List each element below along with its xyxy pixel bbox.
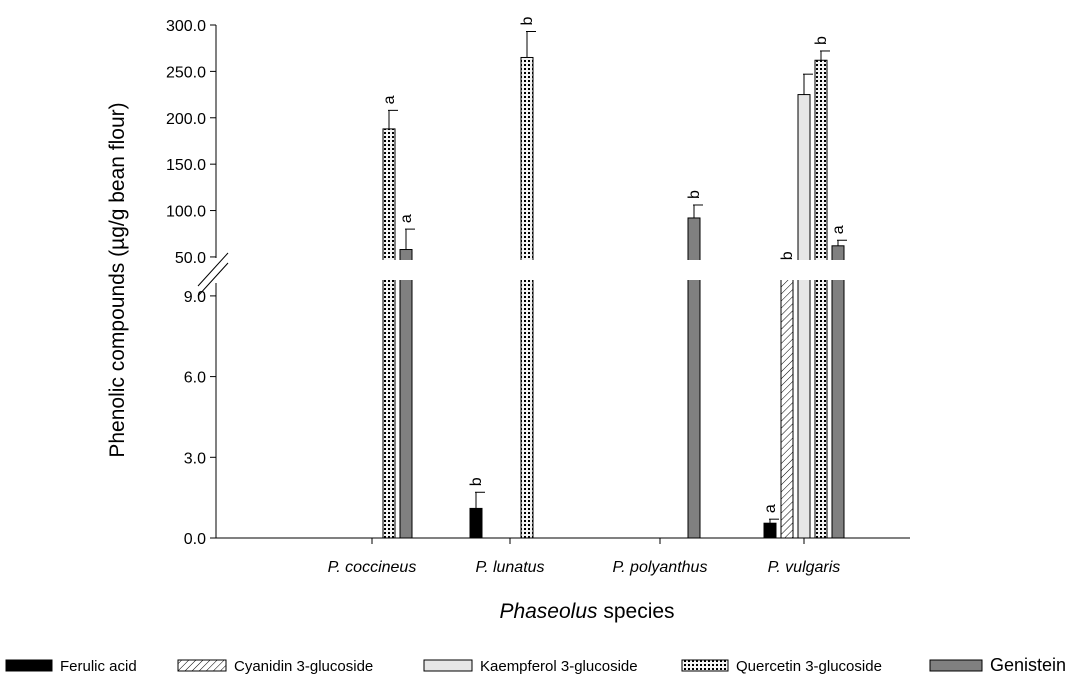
bar	[763, 522, 777, 539]
significance-label: a	[830, 225, 847, 234]
y-axis-label: Phenolic compounds (µg/g bean flour)	[106, 102, 129, 457]
axis-break-mark	[197, 262, 229, 297]
x-tick-label: P. coccineus	[328, 559, 417, 576]
y-tick-label: 300.0	[166, 18, 206, 35]
bar	[399, 249, 413, 539]
significance-label: b	[686, 190, 703, 199]
x-axis-label-genus: Phaseolus	[499, 600, 598, 623]
x-tick-label: P. vulgaris	[768, 559, 841, 576]
bar	[831, 245, 845, 539]
significance-label: b	[519, 16, 536, 25]
legend-label: Ferulic acid	[60, 658, 137, 675]
legend-label: Genistein	[990, 655, 1066, 675]
legend-label: Cyanidin 3-glucoside	[234, 658, 373, 675]
y-tick-label: 0.0	[184, 531, 206, 548]
x-tick-label: P. polyanthus	[613, 559, 708, 576]
bar	[469, 507, 483, 539]
significance-label: a	[398, 214, 415, 223]
legend-label: Kaempferol 3-glucoside	[480, 658, 638, 675]
legend-swatch	[423, 659, 473, 672]
tick-labels: 0.0 3.0 6.0 9.0 50.0 100.0 150.0 200.0 250.0 300.…	[166, 18, 840, 576]
bar	[797, 94, 811, 539]
significance-label: a	[762, 504, 779, 513]
y-tick-label: 250.0	[166, 64, 206, 81]
y-tick-label: 6.0	[184, 370, 206, 387]
bar	[520, 56, 534, 539]
bar	[780, 270, 794, 539]
y-tick-label: 150.0	[166, 157, 206, 174]
bar	[814, 59, 828, 539]
legend-label: Quercetin 3-glucoside	[736, 658, 882, 675]
legend-swatch	[5, 659, 53, 672]
y-tick-label: 9.0	[184, 289, 206, 306]
legend-swatch	[929, 659, 983, 672]
y-tick-label: 3.0	[184, 450, 206, 467]
legend: Ferulic acid Cyanidin 3-glucoside Kaempfer…	[5, 655, 1066, 675]
y-tick-label: 50.0	[175, 250, 206, 267]
y-tick-label: 100.0	[166, 204, 206, 221]
y-tick-label: 200.0	[166, 111, 206, 128]
bar	[382, 128, 396, 539]
legend-swatch	[681, 659, 729, 672]
significance-label: b	[468, 477, 485, 486]
significance-label: a	[381, 95, 398, 104]
bars: b a b a b b a b a	[240, 16, 900, 539]
axis-break-gap	[240, 260, 900, 280]
axis-break-mark	[197, 252, 229, 287]
significance-label: b	[813, 36, 830, 45]
x-tick-label: P. lunatus	[475, 559, 544, 576]
axes	[197, 25, 910, 539]
x-axis-label: Phaseolus species	[499, 600, 674, 623]
x-axis-label-rest: species	[598, 600, 675, 623]
significance-label: b	[779, 251, 796, 260]
legend-swatch	[177, 659, 227, 672]
